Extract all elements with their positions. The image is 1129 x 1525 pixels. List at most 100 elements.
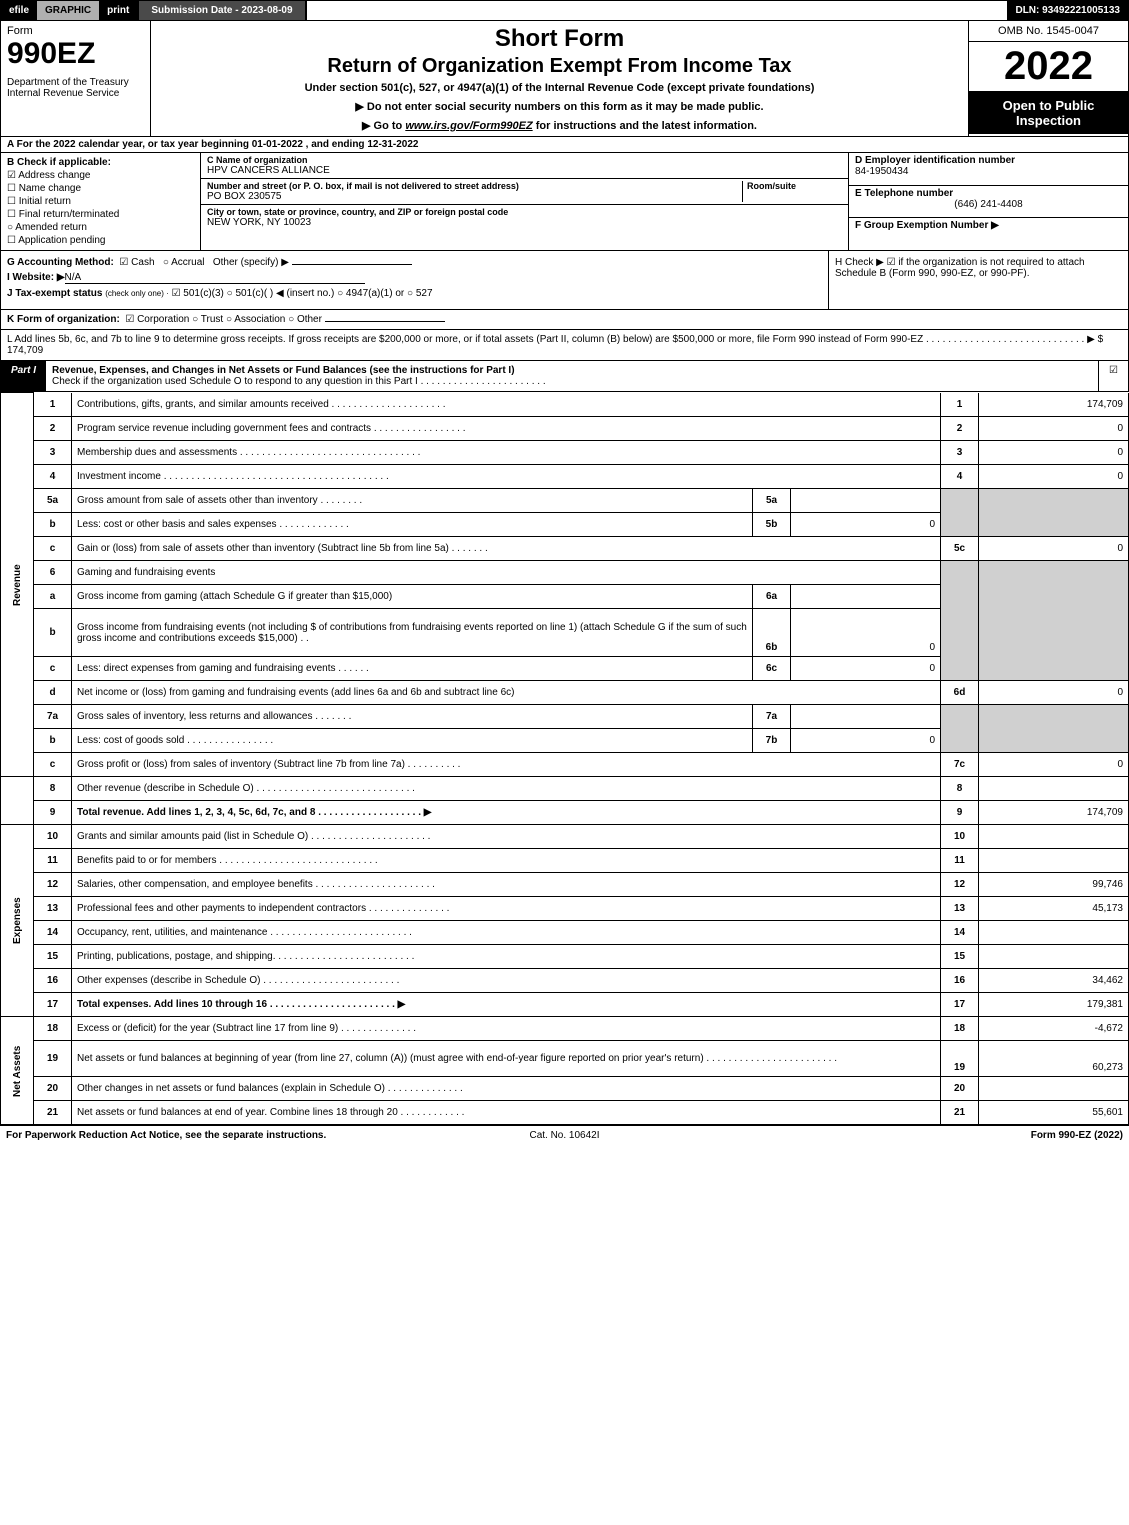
l3-ln: 3 xyxy=(941,441,979,465)
l13-desc: Professional fees and other payments to … xyxy=(72,897,941,921)
l6d-num: d xyxy=(34,681,72,705)
l7b-desc: Less: cost of goods sold . . . . . . . .… xyxy=(72,729,753,753)
return-title: Return of Organization Exempt From Incom… xyxy=(157,55,962,78)
graphic-label: GRAPHIC xyxy=(37,1,99,20)
l6-num: 6 xyxy=(34,561,72,585)
i-website: I Website: ▶N/A xyxy=(7,272,822,284)
l5ab-grey-amt xyxy=(979,489,1129,537)
e-tel-row: E Telephone number (646) 241-4408 xyxy=(849,186,1128,219)
l3-desc: Membership dues and assessments . . . . … xyxy=(72,441,941,465)
lines-table: Revenue 1 Contributions, gifts, grants, … xyxy=(0,392,1129,1125)
l19-desc: Net assets or fund balances at beginning… xyxy=(72,1041,941,1077)
l17-num: 17 xyxy=(34,993,72,1017)
c-addr-row: Number and street (or P. O. box, if mail… xyxy=(201,179,848,205)
l7b-num: b xyxy=(34,729,72,753)
form-label: Form xyxy=(7,25,144,37)
h-check: H Check ▶ ☑ if the organization is not r… xyxy=(828,251,1128,309)
l6b-num: b xyxy=(34,609,72,657)
column-c: C Name of organization HPV CANCERS ALLIA… xyxy=(201,153,848,250)
l14-desc: Occupancy, rent, utilities, and maintena… xyxy=(72,921,941,945)
l12-num: 12 xyxy=(34,873,72,897)
l6-grey-amt xyxy=(979,561,1129,681)
e-tel-value: (646) 241-4408 xyxy=(855,199,1122,210)
i-website-value: N/A xyxy=(65,272,365,284)
b-opt-pending[interactable]: ☐ Application pending xyxy=(7,235,194,246)
l6a-sa xyxy=(791,585,941,609)
b-opt-address[interactable]: ☑ Address change xyxy=(7,170,194,181)
c-addr-value: PO BOX 230575 xyxy=(207,191,742,202)
l5c-num: c xyxy=(34,537,72,561)
l19-amt: 60,273 xyxy=(979,1041,1129,1077)
part1-badge: Part I xyxy=(1,361,46,391)
l7ab-grey-amt xyxy=(979,705,1129,753)
f-grp-label: F Group Exemption Number ▶ xyxy=(855,220,1122,231)
irs-link[interactable]: www.irs.gov/Form990EZ xyxy=(405,120,532,132)
b-opt-initial[interactable]: ☐ Initial return xyxy=(7,196,194,207)
l1-amt: 174,709 xyxy=(979,393,1129,417)
l6b-desc: Gross income from fundraising events (no… xyxy=(72,609,753,657)
l9-desc: Total revenue. Add lines 1, 2, 3, 4, 5c,… xyxy=(72,801,941,825)
row-k: K Form of organization: ☑ Corporation ○ … xyxy=(0,310,1129,330)
inspection-pill: Open to Public Inspection xyxy=(969,91,1128,134)
l18-amt: -4,672 xyxy=(979,1017,1129,1041)
l19-num: 19 xyxy=(34,1041,72,1077)
print-label[interactable]: print xyxy=(99,1,137,20)
l7c-num: c xyxy=(34,753,72,777)
l4-num: 4 xyxy=(34,465,72,489)
l8-amt xyxy=(979,777,1129,801)
l13-amt: 45,173 xyxy=(979,897,1129,921)
l6b-sn: 6b xyxy=(753,609,791,657)
l3-amt: 0 xyxy=(979,441,1129,465)
l7c-amt: 0 xyxy=(979,753,1129,777)
note-goto: ▶ Go to www.irs.gov/Form990EZ for instru… xyxy=(157,119,962,132)
form-number: 990EZ xyxy=(7,37,144,71)
l21-num: 21 xyxy=(34,1101,72,1125)
l5a-num: 5a xyxy=(34,489,72,513)
l6-desc: Gaming and fundraising events xyxy=(72,561,941,585)
column-d: D Employer identification number 84-1950… xyxy=(848,153,1128,250)
block-bcd: B Check if applicable: ☑ Address change … xyxy=(0,153,1129,250)
part1-title: Revenue, Expenses, and Changes in Net As… xyxy=(46,361,1098,391)
l1-num: 1 xyxy=(34,393,72,417)
l5a-sn: 5a xyxy=(753,489,791,513)
under-section: Under section 501(c), 527, or 4947(a)(1)… xyxy=(157,82,962,94)
l13-ln: 13 xyxy=(941,897,979,921)
c-name-row: C Name of organization HPV CANCERS ALLIA… xyxy=(201,153,848,179)
b-opt-final[interactable]: ☐ Final return/terminated xyxy=(7,209,194,220)
l11-ln: 11 xyxy=(941,849,979,873)
row-l: L Add lines 5b, 6c, and 7b to line 9 to … xyxy=(0,330,1129,361)
l5ab-grey xyxy=(941,489,979,537)
l15-amt xyxy=(979,945,1129,969)
b-opt-amended[interactable]: ○ Amended return xyxy=(7,222,194,233)
l1-ln: 1 xyxy=(941,393,979,417)
l21-desc: Net assets or fund balances at end of ye… xyxy=(72,1101,941,1125)
l7ab-grey xyxy=(941,705,979,753)
l6c-num: c xyxy=(34,657,72,681)
note-ssn: ▶ Do not enter social security numbers o… xyxy=(157,100,962,113)
l14-num: 14 xyxy=(34,921,72,945)
note2-suffix: for instructions and the latest informat… xyxy=(533,120,757,132)
l4-amt: 0 xyxy=(979,465,1129,489)
b-opt-name[interactable]: ☐ Name change xyxy=(7,183,194,194)
f-grp-row: F Group Exemption Number ▶ xyxy=(849,218,1128,250)
l4-ln: 4 xyxy=(941,465,979,489)
l6a-num: a xyxy=(34,585,72,609)
footer-left: For Paperwork Reduction Act Notice, see … xyxy=(6,1130,378,1141)
d-ein-value: 84-1950434 xyxy=(855,166,1122,177)
l7b-sn: 7b xyxy=(753,729,791,753)
side-revenue2 xyxy=(1,777,34,825)
l19-ln: 19 xyxy=(941,1041,979,1077)
submission-date: Submission Date - 2023-08-09 xyxy=(137,1,306,20)
l6d-amt: 0 xyxy=(979,681,1129,705)
l15-num: 15 xyxy=(34,945,72,969)
tax-year: 2022 xyxy=(969,42,1128,91)
part1-checkbox[interactable]: ☑ xyxy=(1098,361,1128,391)
l3-num: 3 xyxy=(34,441,72,465)
l2-ln: 2 xyxy=(941,417,979,441)
l6d-ln: 6d xyxy=(941,681,979,705)
l7a-sa xyxy=(791,705,941,729)
l7c-ln: 7c xyxy=(941,753,979,777)
side-netassets: Net Assets xyxy=(1,1017,34,1125)
l8-ln: 8 xyxy=(941,777,979,801)
l8-desc: Other revenue (describe in Schedule O) .… xyxy=(72,777,941,801)
